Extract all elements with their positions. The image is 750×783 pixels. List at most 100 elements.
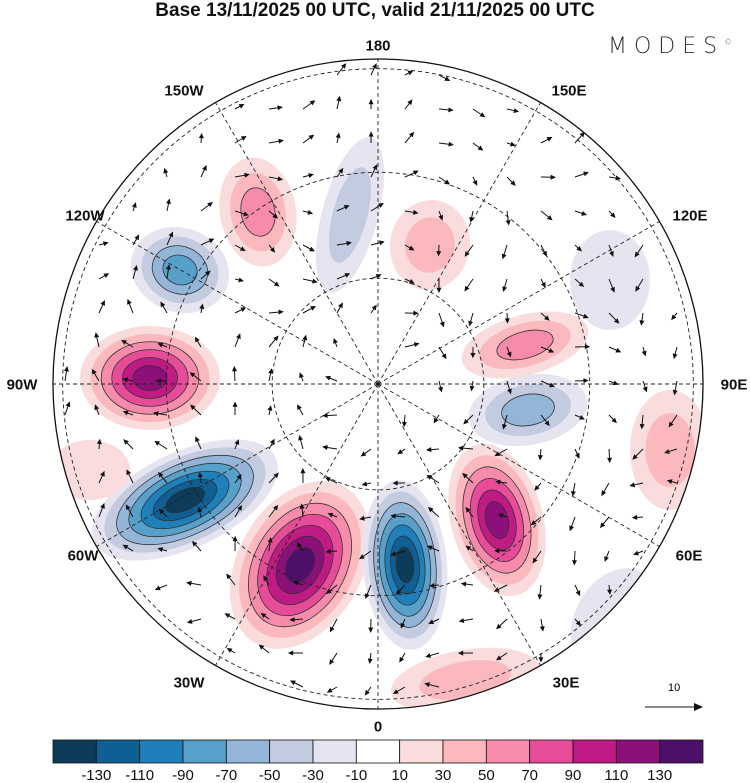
wind-arrow — [574, 618, 582, 627]
figure-title: Base 13/11/2025 00 UTC, valid 21/11/2025… — [155, 0, 595, 21]
negative-anomaly — [92, 439, 278, 561]
wind-arrow — [472, 176, 478, 186]
wind-arrow — [458, 618, 474, 624]
wind-arrow — [234, 277, 245, 283]
wind-arrow — [94, 404, 100, 416]
wind-arrow — [404, 99, 413, 110]
wind-arrow — [200, 238, 215, 246]
wind-arrow — [468, 312, 474, 327]
positive-anomaly — [229, 481, 371, 649]
wind-arrow — [287, 650, 304, 656]
wind-arrow — [433, 414, 440, 424]
wind-arrow — [672, 346, 678, 360]
wind-arrow — [268, 504, 279, 518]
wind-arrow — [360, 448, 372, 457]
wind-arrow — [502, 278, 508, 293]
wind-arrow — [302, 173, 314, 178]
wind-arrow — [157, 342, 168, 348]
colorbar-label: 10 — [391, 767, 408, 783]
wind-arrow — [234, 210, 249, 217]
wind-arrow — [368, 98, 374, 110]
wind-arrow — [608, 210, 616, 218]
wind-arrow — [428, 618, 440, 624]
wind-arrow — [300, 467, 306, 484]
wind-arrow — [599, 516, 610, 529]
wind-arrow — [569, 516, 576, 532]
wind-arrow — [302, 134, 315, 144]
wind-arrow — [664, 448, 678, 454]
wind-arrow — [121, 340, 134, 348]
wind-arrow — [534, 482, 542, 491]
wind-arrow — [234, 307, 247, 314]
wind-arrow — [199, 303, 205, 314]
wind-arrow — [574, 414, 585, 420]
wind-arrow — [607, 448, 613, 464]
colorbar-label: -30 — [302, 767, 324, 783]
wind-arrow — [302, 244, 315, 252]
wind-arrow — [436, 278, 442, 294]
wind-arrow — [424, 682, 440, 688]
wind-arrow — [268, 368, 274, 382]
negative-anomaly — [130, 226, 230, 314]
wind-arrow — [672, 380, 678, 396]
wind-arrow — [98, 502, 105, 518]
colorbar-swatch — [485, 739, 531, 764]
colorbar-label: -110 — [125, 767, 155, 783]
wind-arrow — [457, 650, 474, 656]
wind-arrow — [538, 652, 544, 663]
wind-arrow — [268, 472, 279, 484]
wind-arrow — [326, 686, 338, 693]
wind-arrow — [472, 108, 486, 118]
wind-arrow — [268, 176, 284, 182]
wind-arrow — [336, 302, 343, 314]
wind-arrow — [157, 547, 168, 553]
wind-arrow — [537, 448, 543, 461]
wind-arrow — [460, 581, 474, 587]
wind-arrow — [457, 445, 474, 451]
wind-arrow — [427, 545, 440, 552]
wind-arrow — [438, 346, 447, 360]
negative-anomaly — [315, 137, 385, 293]
wind-arrow — [639, 414, 645, 430]
wind-arrow — [540, 210, 553, 221]
wind-arrow — [540, 312, 550, 321]
wind-arrow — [158, 471, 168, 484]
wind-arrow — [268, 278, 280, 287]
wind-arrow — [200, 201, 213, 212]
colorbar-label: -90 — [172, 767, 194, 783]
graticule — [53, 59, 703, 709]
wind-arrow — [464, 244, 474, 257]
colorbar-swatch — [355, 739, 401, 764]
wind-arrow — [540, 244, 547, 257]
wind-arrow — [540, 136, 553, 144]
brand-mark: © — [724, 37, 733, 47]
wind-arrow — [463, 414, 474, 425]
wind-arrow — [504, 312, 510, 324]
wind-arrow — [258, 644, 270, 654]
anomaly-field — [53, 137, 703, 709]
wind-arrow — [390, 550, 406, 557]
wind-arrow — [635, 278, 644, 292]
wind-arrow — [359, 515, 372, 521]
wind-arrow — [438, 312, 445, 328]
wind-arrow — [469, 380, 475, 392]
colorbar-label: -130 — [81, 767, 112, 783]
colorbar-swatch — [225, 739, 271, 764]
lon-label-150e: 150E — [551, 82, 587, 100]
wind-arrow — [404, 244, 415, 251]
wind-arrow — [438, 176, 451, 185]
wind-arrow — [154, 440, 168, 450]
wind-arrow — [336, 273, 351, 280]
wind-arrow — [462, 472, 474, 484]
wind-arrow — [404, 310, 419, 316]
brand-text: MODES — [608, 34, 725, 59]
wind-arrow — [126, 469, 134, 484]
wind-arrow — [190, 404, 202, 416]
lon-label-30e: 30E — [552, 674, 580, 692]
lon-label-150w: 150W — [164, 82, 204, 100]
wind-arrow — [234, 135, 247, 144]
wind-arrow — [329, 618, 338, 633]
lon-label-180: 180 — [365, 37, 391, 55]
wind-arrow — [166, 231, 174, 246]
